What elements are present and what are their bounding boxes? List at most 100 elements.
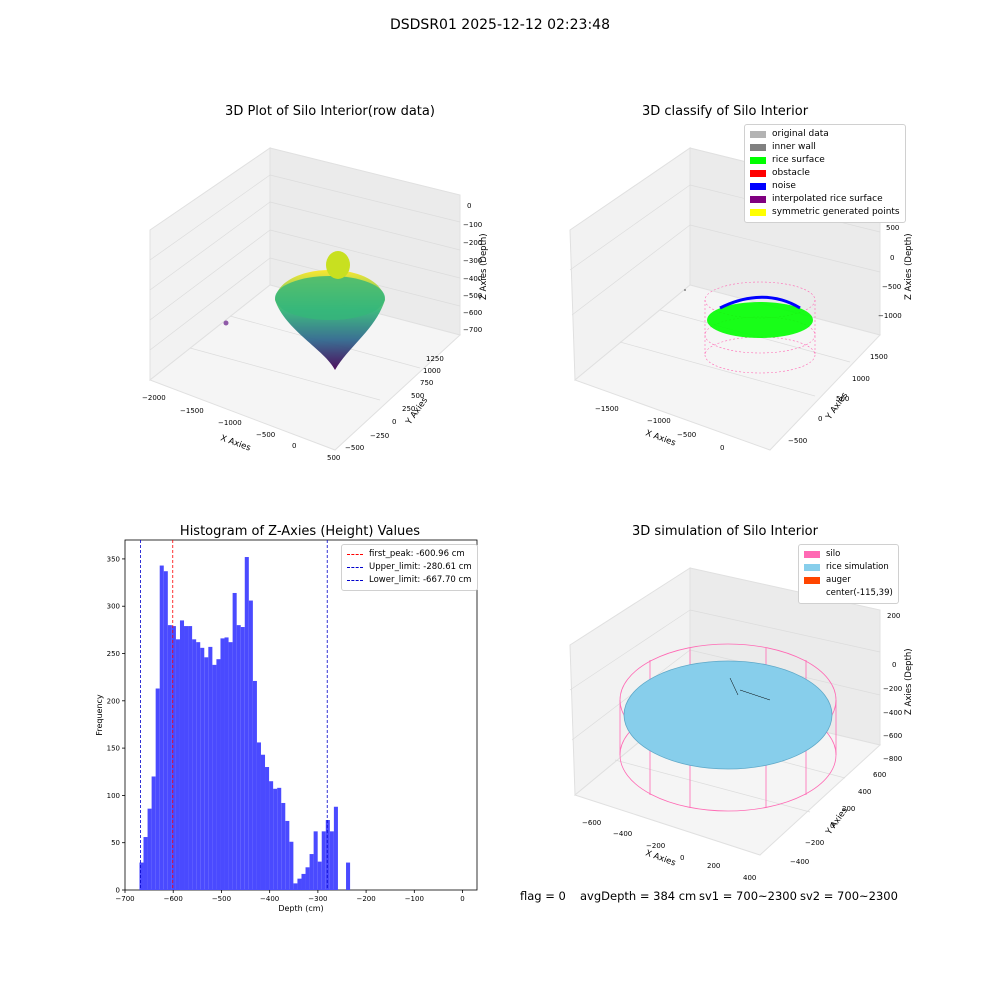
- legend-swatch: [804, 590, 820, 597]
- histogram-bar: [244, 557, 249, 890]
- p4-xlabel: X Axies: [644, 848, 677, 868]
- legend-swatch: [750, 144, 766, 151]
- rice-surface-points: [707, 302, 813, 338]
- p1-ztick-0: 0: [467, 202, 471, 210]
- legend-swatch: [750, 131, 766, 138]
- histogram-bar: [147, 808, 152, 890]
- histogram-bar: [289, 841, 294, 890]
- p2-ytick-1: 0: [818, 415, 822, 423]
- legend-label: inner wall: [772, 142, 816, 152]
- histogram-bar: [346, 862, 351, 890]
- p4-ytick-2: 200: [842, 805, 855, 813]
- panel1-3d-plot: −2000 −1500 −1000 −500 0 500 −500 −250 0…: [142, 147, 489, 462]
- histogram-bar: [325, 820, 330, 890]
- histogram-bar: [220, 638, 225, 890]
- histogram-bar: [240, 627, 245, 890]
- sv2-text: sv2 = 700~2300: [800, 889, 898, 903]
- histogram-bar: [159, 565, 164, 890]
- p4-ytick-3: 0: [830, 822, 834, 830]
- panel2-3d-plot: −1500 −1000 −500 0 −500 0 500 1000 1500 …: [569, 147, 914, 452]
- x-tick-label: −100: [405, 895, 424, 903]
- p2-ztick-0: 500: [886, 224, 899, 232]
- histogram-bar: [252, 680, 257, 890]
- legend-label: interpolated rice surface: [772, 194, 883, 204]
- y-axis-label: Frequency: [95, 694, 104, 736]
- y-tick-label: 50: [111, 839, 120, 847]
- p4-ytick-1: 400: [858, 788, 871, 796]
- p2-xtick-0: −1500: [595, 405, 619, 413]
- p1-xtick-2: −1000: [218, 419, 242, 427]
- histogram-bar: [200, 647, 205, 890]
- p4-ztick-2: −200: [883, 685, 902, 693]
- legend-item: inner wall: [750, 141, 900, 154]
- p1-xlabel: X Axies: [219, 433, 252, 453]
- histogram-bar: [163, 571, 168, 890]
- legend-item: rice surface: [750, 154, 900, 167]
- histogram-bar: [143, 837, 148, 890]
- histogram-bar: [139, 862, 144, 890]
- p1-ytick-2: 0: [392, 418, 396, 426]
- histogram-bar: [175, 639, 180, 890]
- p2-ytick-2: 500: [836, 395, 849, 403]
- p2-ytick-0: −500: [788, 437, 807, 445]
- legend-swatch: [750, 183, 766, 190]
- p4-zlabel: Z Axies (Depth): [904, 648, 914, 715]
- p1-ztick-7: −700: [463, 326, 482, 334]
- original-data-point: [684, 289, 686, 291]
- p1-xtick-5: 500: [327, 454, 340, 462]
- avg-depth-text: avgDepth = 384 cm: [580, 889, 697, 903]
- legend-item: silo: [804, 548, 893, 561]
- p4-ytick-4: −200: [805, 839, 824, 847]
- p1-xtick-4: 0: [292, 442, 296, 450]
- legend-item: Lower_limit: -667.70 cm: [347, 574, 472, 587]
- legend-label: auger: [826, 575, 851, 585]
- legend-swatch: [804, 577, 820, 584]
- histogram-bar: [192, 639, 197, 890]
- histogram-bar: [333, 806, 338, 890]
- panel4-3d-plot: −600 −400 −200 0 200 400 600 400 200 0 −…: [569, 567, 914, 880]
- x-tick-label: 0: [460, 895, 464, 903]
- histogram-bar: [273, 788, 278, 890]
- legend-line: [347, 567, 363, 568]
- histogram-bars: [139, 557, 351, 890]
- x-axis-ticks: −700 −600 −500 −400 −300 −200 −100 0: [115, 890, 465, 903]
- p2-xtick-1: −1000: [647, 417, 671, 425]
- legend-item: original data: [750, 128, 900, 141]
- x-tick-label: −400: [260, 895, 279, 903]
- legend-item: auger: [804, 574, 893, 587]
- x-tick-label: −500: [212, 895, 231, 903]
- legend-item: center(-115,39): [804, 587, 893, 600]
- y-tick-label: 150: [107, 745, 120, 753]
- legend-label: symmetric generated points: [772, 207, 900, 217]
- panel2-legend: original data inner wall rice surface ob…: [744, 124, 906, 223]
- p4-ylabel: Y Axies: [824, 805, 851, 837]
- legend-item: noise: [750, 180, 900, 193]
- histogram-bar: [281, 802, 286, 890]
- histogram-legend: first_peak: -600.96 cm Upper_limit: -280…: [341, 544, 478, 591]
- histogram-bar: [277, 787, 282, 890]
- p2-ytick-3: 1000: [852, 375, 870, 383]
- p1-ztick-4: −400: [463, 275, 482, 283]
- histogram-bar: [297, 878, 302, 890]
- p2-zlabel: Z Axies (Depth): [904, 233, 914, 300]
- p2-xlabel: X Axies: [644, 428, 677, 448]
- x-axis-label: Depth (cm): [278, 904, 323, 913]
- histogram-bar: [301, 873, 306, 890]
- histogram-bar: [224, 637, 229, 890]
- outlier-point: [223, 320, 229, 326]
- p4-xtick-2: −200: [646, 842, 665, 850]
- histogram-bar: [184, 626, 189, 890]
- histogram-bar: [204, 657, 209, 890]
- p1-xtick-1: −1500: [180, 407, 204, 415]
- legend-swatch: [750, 209, 766, 216]
- p2-ztick-3: −1000: [878, 312, 902, 320]
- p4-xtick-0: −600: [582, 819, 601, 827]
- legend-swatch: [804, 564, 820, 571]
- pane-floor: [148, 284, 462, 451]
- panel2-title: 3D classify of Silo Interior: [641, 104, 809, 119]
- p4-xtick-4: 200: [707, 862, 720, 870]
- histogram-bar: [179, 620, 185, 890]
- panel3-title: Histogram of Z-Axies (Height) Values: [179, 524, 421, 539]
- histogram-bar: [269, 781, 274, 890]
- histogram-bar: [236, 625, 241, 890]
